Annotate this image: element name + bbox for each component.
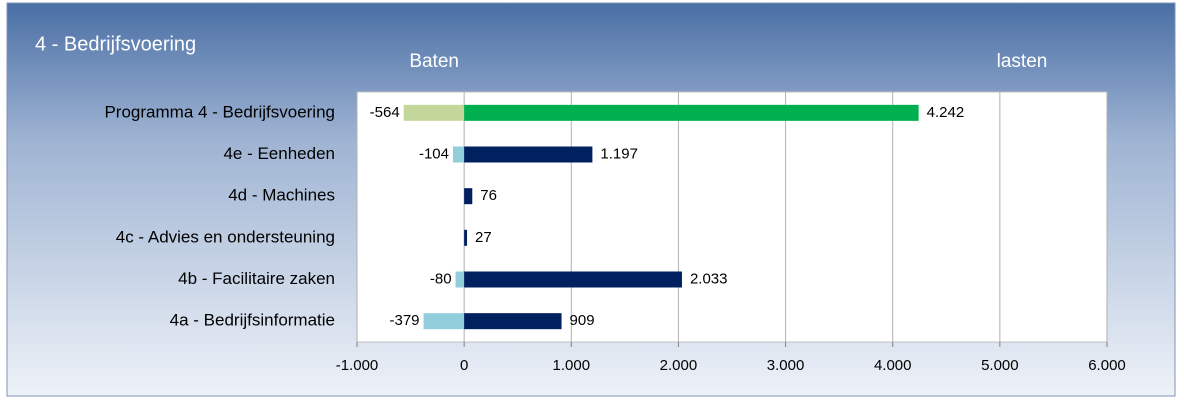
data-label: -564	[370, 104, 400, 121]
x-tick-label: -1.000	[336, 357, 379, 374]
bar	[464, 229, 468, 246]
bar	[464, 188, 473, 205]
x-tick-label: 5.000	[981, 357, 1019, 374]
series-header: lasten	[997, 51, 1048, 72]
plot-area	[356, 91, 1108, 343]
series-header: Baten	[409, 51, 459, 72]
bar	[453, 146, 465, 163]
bar	[464, 104, 919, 121]
bar	[403, 104, 465, 121]
data-label: 27	[475, 229, 492, 246]
y-tick-label: Programma 4 - Bedrijfsvoering	[104, 102, 335, 121]
data-label: 76	[480, 187, 497, 204]
x-tick-label: 0	[460, 357, 468, 374]
y-tick-label: 4c - Advies en ondersteuning	[116, 227, 335, 246]
data-label: -80	[430, 270, 452, 287]
x-tick-label: 2.000	[660, 357, 698, 374]
bar	[464, 271, 682, 288]
chart-title: 4 - Bedrijfsvoering	[35, 33, 196, 55]
y-tick-label: 4b - Facilitaire zaken	[178, 269, 335, 288]
data-label: 909	[570, 312, 595, 329]
bar	[464, 313, 562, 330]
data-label: -104	[419, 145, 449, 162]
x-tick-label: 1.000	[553, 357, 591, 374]
y-tick-label: 4d - Machines	[228, 186, 335, 205]
data-label: 1.197	[600, 145, 638, 162]
data-label: 2.033	[690, 270, 728, 287]
bar	[423, 313, 465, 330]
data-label: 4.242	[927, 104, 965, 121]
y-tick-label: 4e - Eenheden	[223, 144, 335, 163]
y-tick-label: 4a - Bedrijfsinformatie	[170, 311, 335, 330]
x-tick-label: 3.000	[767, 357, 805, 374]
bar	[455, 271, 465, 288]
data-label: -379	[390, 312, 420, 329]
bar	[464, 146, 593, 163]
x-tick-label: 6.000	[1088, 357, 1126, 374]
x-tick-label: 4.000	[874, 357, 912, 374]
